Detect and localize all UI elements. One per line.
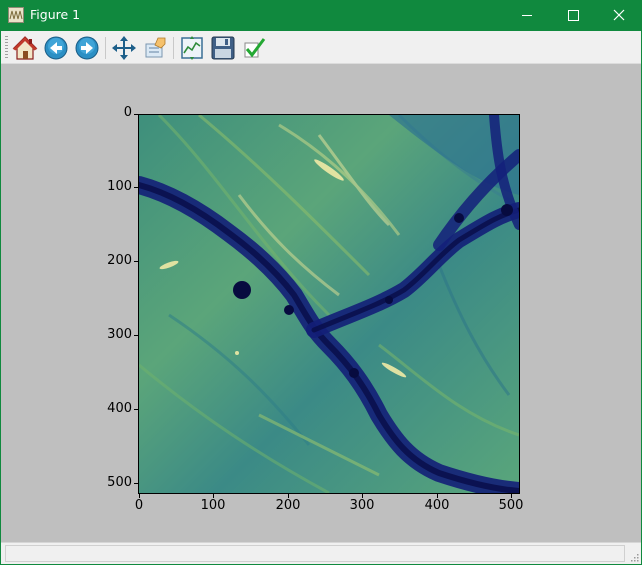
- toolbar-separator: [173, 37, 174, 59]
- floppy-disk-icon: [211, 36, 235, 60]
- minimize-icon: [522, 15, 532, 16]
- y-tick-mark: [134, 483, 138, 484]
- maximize-button[interactable]: [550, 0, 596, 31]
- forward-arrow-icon: [75, 36, 99, 60]
- toolbar-grip[interactable]: [5, 36, 8, 60]
- y-tick-label: 200: [107, 253, 132, 268]
- save-button[interactable]: [210, 35, 236, 61]
- y-tick-mark: [134, 409, 138, 410]
- back-arrow-icon: [44, 36, 68, 60]
- x-tick-mark: [437, 494, 438, 498]
- x-tick-mark: [213, 494, 214, 498]
- x-tick-mark: [511, 494, 512, 498]
- y-tick-mark: [134, 187, 138, 188]
- y-tick-label: 0: [123, 105, 132, 120]
- resize-grip-icon[interactable]: [629, 552, 639, 562]
- home-button[interactable]: [12, 35, 38, 61]
- y-tick-label: 100: [107, 179, 132, 194]
- navigation-toolbar: [1, 31, 641, 64]
- y-tick-label: 500: [107, 475, 132, 490]
- x-tick-label: 200: [275, 498, 301, 513]
- x-tick-label: 400: [424, 498, 450, 513]
- x-tick-label: 500: [498, 498, 524, 513]
- title-bar[interactable]: Figure 1: [0, 0, 642, 31]
- pan-button[interactable]: [111, 35, 137, 61]
- minimize-button[interactable]: [504, 0, 550, 31]
- window-title: Figure 1: [30, 7, 81, 22]
- image-plot[interactable]: [138, 114, 520, 494]
- subplots-button[interactable]: [179, 35, 205, 61]
- x-tick-mark: [288, 494, 289, 498]
- status-message: [5, 545, 625, 562]
- status-bar: [1, 542, 641, 564]
- zoom-rect-icon: [145, 37, 166, 58]
- home-icon: [12, 36, 38, 60]
- x-tick-label: 0: [134, 498, 144, 513]
- x-tick-mark: [139, 494, 140, 498]
- edit-button[interactable]: [241, 35, 267, 61]
- y-tick-mark: [134, 261, 138, 262]
- zoom-button[interactable]: [142, 35, 168, 61]
- close-button[interactable]: [596, 0, 642, 31]
- back-button[interactable]: [43, 35, 69, 61]
- y-tick-mark: [134, 114, 138, 115]
- subplots-icon: [181, 36, 203, 60]
- x-tick-mark: [362, 494, 363, 498]
- checkmark-icon: [244, 38, 266, 58]
- heatmap-image: [139, 115, 519, 493]
- y-tick-label: 400: [107, 401, 132, 416]
- x-tick-label: 100: [200, 498, 226, 513]
- x-tick-label: 300: [349, 498, 375, 513]
- move-arrows-icon: [112, 36, 136, 60]
- y-tick-mark: [134, 335, 138, 336]
- y-tick-label: 300: [107, 327, 132, 342]
- matplotlib-figure-icon: [8, 7, 24, 23]
- maximize-icon: [568, 10, 579, 21]
- forward-button[interactable]: [74, 35, 100, 61]
- close-icon: [613, 9, 625, 21]
- toolbar-separator: [105, 37, 106, 59]
